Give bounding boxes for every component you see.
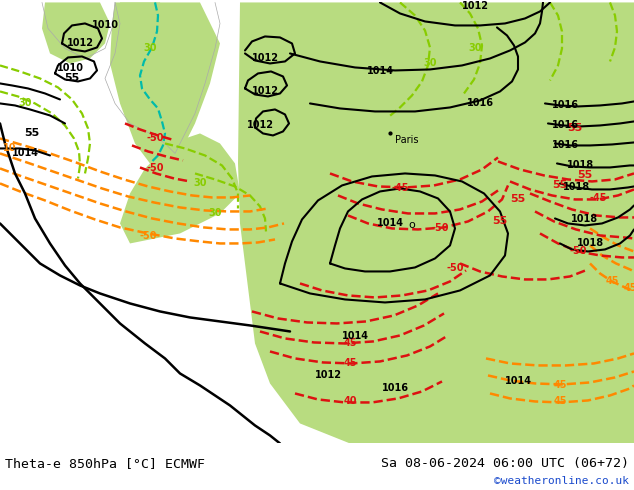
Text: 55: 55	[552, 180, 567, 191]
Polygon shape	[238, 2, 634, 443]
Text: 1010: 1010	[56, 63, 84, 74]
Text: 1016: 1016	[467, 98, 493, 108]
Text: 55: 55	[24, 128, 39, 139]
Text: 1010: 1010	[91, 21, 119, 30]
Text: 1016: 1016	[552, 121, 578, 130]
Text: -50: -50	[146, 133, 164, 144]
Text: 1014: 1014	[377, 219, 403, 228]
Text: 1014: 1014	[505, 376, 531, 387]
Text: 1012: 1012	[314, 370, 342, 380]
Text: 1016: 1016	[552, 100, 578, 110]
Text: 55: 55	[578, 171, 593, 180]
Text: 30: 30	[143, 44, 157, 53]
Polygon shape	[110, 2, 220, 173]
Text: 30: 30	[469, 44, 482, 53]
Text: 1012: 1012	[247, 121, 273, 130]
Text: 45: 45	[553, 396, 567, 406]
Text: 45: 45	[343, 339, 357, 348]
Polygon shape	[42, 2, 110, 63]
Text: 1014: 1014	[342, 331, 368, 342]
Text: ©weatheronline.co.uk: ©weatheronline.co.uk	[494, 476, 629, 486]
Text: -45: -45	[589, 194, 607, 203]
Text: 45: 45	[343, 359, 357, 368]
Text: 10: 10	[3, 144, 16, 153]
Text: 55: 55	[567, 123, 583, 133]
Text: 55: 55	[493, 217, 508, 226]
Text: -50: -50	[431, 223, 449, 233]
Text: 1018: 1018	[566, 160, 593, 171]
Text: 1012: 1012	[252, 53, 278, 63]
Text: 1018: 1018	[576, 239, 604, 248]
Text: -50: -50	[139, 231, 157, 242]
Text: 30: 30	[18, 98, 32, 108]
Text: 45: 45	[553, 380, 567, 391]
Text: 1016: 1016	[382, 384, 408, 393]
Text: Theta-e 850hPa [°C] ECMWF: Theta-e 850hPa [°C] ECMWF	[5, 457, 205, 469]
Text: 1012: 1012	[67, 38, 93, 49]
Text: 55: 55	[65, 74, 80, 83]
Text: -50: -50	[446, 264, 463, 273]
Text: 1018: 1018	[562, 182, 590, 193]
Text: 1014: 1014	[366, 67, 394, 76]
Text: 30: 30	[424, 58, 437, 69]
Text: 45: 45	[605, 276, 619, 287]
Text: 40: 40	[343, 396, 357, 406]
Text: 1018: 1018	[571, 215, 598, 224]
Text: 1016: 1016	[552, 141, 578, 150]
Text: 30: 30	[208, 208, 222, 219]
Polygon shape	[120, 133, 240, 244]
Text: Paris: Paris	[395, 135, 418, 146]
Text: 45: 45	[623, 283, 634, 294]
Text: -50: -50	[569, 246, 586, 256]
Text: 1014: 1014	[11, 148, 39, 158]
Text: -50: -50	[146, 164, 164, 173]
Text: Sa 08-06-2024 06:00 UTC (06+72): Sa 08-06-2024 06:00 UTC (06+72)	[381, 457, 629, 469]
Polygon shape	[118, 2, 165, 35]
Text: -45: -45	[391, 183, 409, 194]
Text: 1012: 1012	[462, 1, 489, 11]
Text: 55: 55	[510, 195, 526, 204]
Text: 1012: 1012	[252, 86, 278, 97]
Text: 30: 30	[193, 178, 207, 189]
Text: o: o	[409, 220, 415, 230]
